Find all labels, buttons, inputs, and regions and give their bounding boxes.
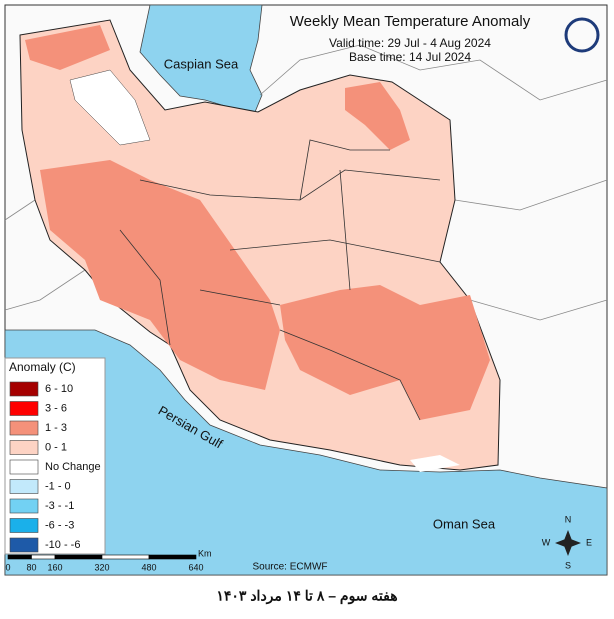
warm-zone-northwest — [25, 25, 110, 70]
scale-segment — [148, 554, 197, 560]
legend-swatch — [9, 459, 39, 475]
sea-label: Oman Sea — [433, 516, 496, 531]
source: Source: ECMWF — [252, 562, 327, 573]
legend-label: -1 - 0 — [45, 480, 71, 492]
legend-label: -3 - -1 — [45, 500, 74, 512]
legend-swatch — [9, 401, 39, 416]
legend-title: Anomaly (C) — [9, 360, 76, 374]
warm-zone-west — [40, 160, 280, 390]
scale-label: 0 — [5, 562, 10, 572]
legend-swatch — [9, 381, 39, 397]
logo — [564, 17, 600, 53]
base-time: Base time: 14 Jul 2024 — [349, 50, 471, 64]
valid-time: Valid time: 29 Jul - 4 Aug 2024 — [329, 36, 491, 50]
legend-label: -6 - -3 — [45, 519, 74, 531]
legend-swatch — [9, 440, 39, 455]
legend-label: -10 - -6 — [45, 539, 80, 551]
legend-entries: 6 - 10 3 - 6 1 - 3 0 - 1 No Change -1 - 0 -3 -… — [9, 381, 101, 553]
compass-rose — [555, 530, 581, 556]
compass: N S E W — [542, 514, 592, 570]
legend-label: 3 - 6 — [45, 402, 67, 414]
legend-swatch — [9, 479, 39, 494]
no-change-zone — [69, 69, 151, 146]
legend-label: 6 - 10 — [45, 383, 73, 395]
legend-swatch — [9, 518, 39, 533]
scale-segment — [101, 554, 150, 560]
scale-label: 640 — [188, 562, 203, 572]
warm-zone-northeast — [345, 82, 410, 150]
scale-segment — [31, 554, 56, 560]
scale-label: 320 — [94, 562, 109, 572]
sea-label: Caspian Sea — [164, 56, 239, 71]
scale-segment — [7, 554, 32, 560]
scale-segment — [54, 554, 103, 560]
neighbour-borders — [4, 44, 608, 321]
legend-swatch — [9, 420, 39, 436]
legend-swatch — [9, 498, 39, 514]
legend-swatch — [9, 537, 39, 553]
legend-label: 0 - 1 — [45, 441, 67, 453]
warm-zone-south — [280, 285, 490, 420]
compass-n: N — [565, 514, 572, 524]
scale-label: 480 — [141, 562, 156, 572]
legend-label: 1 - 3 — [45, 422, 67, 434]
compass-w: W — [542, 537, 551, 547]
scale-label: 80 — [26, 562, 36, 572]
compass-e: E — [586, 537, 592, 547]
southern-seas — [4, 329, 608, 576]
caption: هفته سوم – ۸ تا ۱۴ مرداد ۱۴۰۳ — [216, 588, 397, 605]
scale-label: 160 — [47, 562, 62, 572]
no-change-zone-south — [410, 455, 460, 472]
legend-label: No Change — [45, 461, 101, 473]
compass-s: S — [565, 560, 571, 570]
province-lines — [119, 139, 441, 421]
scale-unit: Km — [198, 548, 212, 558]
scale-bar: 0 80 160 320 480 640 Km — [5, 548, 211, 572]
title: Weekly Mean Temperature Anomaly — [290, 13, 531, 30]
